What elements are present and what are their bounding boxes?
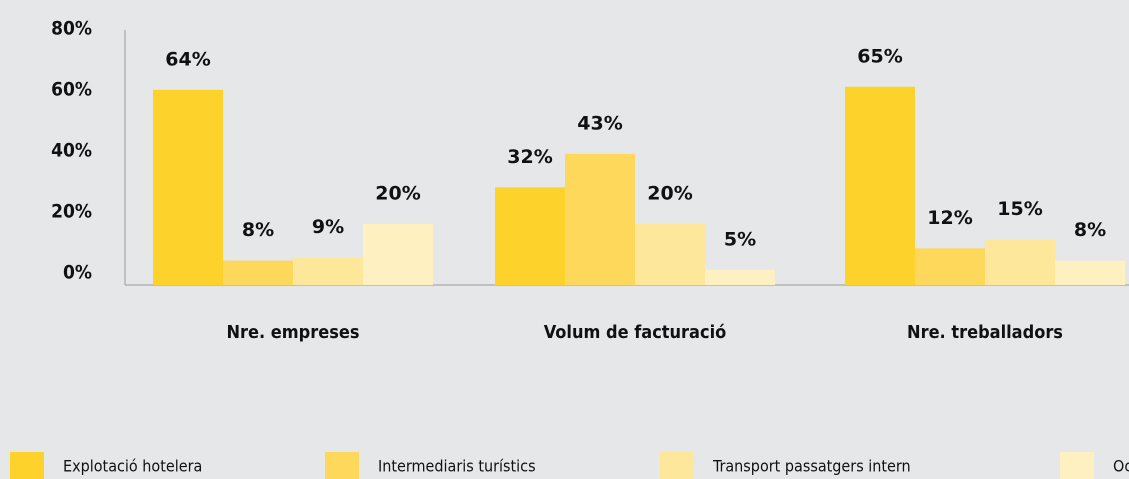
bar	[293, 257, 363, 285]
y-tick-label: 0%	[63, 262, 92, 284]
category-label: Volum de facturació	[544, 322, 727, 343]
bar	[915, 248, 985, 285]
legend-label: Intermediaris turístics	[378, 457, 536, 476]
bar	[705, 269, 775, 285]
legend-swatch	[660, 452, 694, 479]
bar	[363, 224, 433, 285]
value-label: 43%	[577, 112, 622, 134]
value-label: 12%	[927, 207, 972, 229]
value-label: 8%	[242, 219, 274, 241]
legend-label: Transport passatgers intern	[712, 457, 911, 476]
y-tick-label: 80%	[51, 18, 92, 40]
value-label: 65%	[857, 45, 902, 67]
value-label: 9%	[312, 216, 344, 238]
category-label: Nre. empreses	[226, 322, 359, 343]
category-label: Nre. treballadors	[907, 322, 1063, 343]
value-label: 15%	[997, 198, 1042, 220]
y-tick-label: 40%	[51, 140, 92, 162]
value-label: 5%	[724, 228, 756, 250]
bar	[985, 239, 1055, 285]
legend-swatch	[325, 452, 359, 479]
value-label: 64%	[165, 48, 210, 70]
y-tick-label: 20%	[51, 201, 92, 223]
bar	[565, 153, 635, 285]
value-label: 8%	[1074, 219, 1106, 241]
bar	[635, 224, 705, 285]
bar	[1055, 260, 1125, 285]
legend-swatch	[1060, 452, 1094, 479]
legend-label: Explotació hotelera	[63, 457, 202, 476]
bar	[223, 260, 293, 285]
legend-label: Oci	[1113, 457, 1129, 476]
y-tick-label: 60%	[51, 79, 92, 101]
bar	[153, 89, 223, 285]
value-label: 32%	[507, 146, 552, 168]
value-label: 20%	[647, 183, 692, 205]
bar	[845, 86, 915, 285]
bar	[495, 187, 565, 285]
value-label: 20%	[375, 183, 420, 205]
legend-swatch	[10, 452, 44, 479]
